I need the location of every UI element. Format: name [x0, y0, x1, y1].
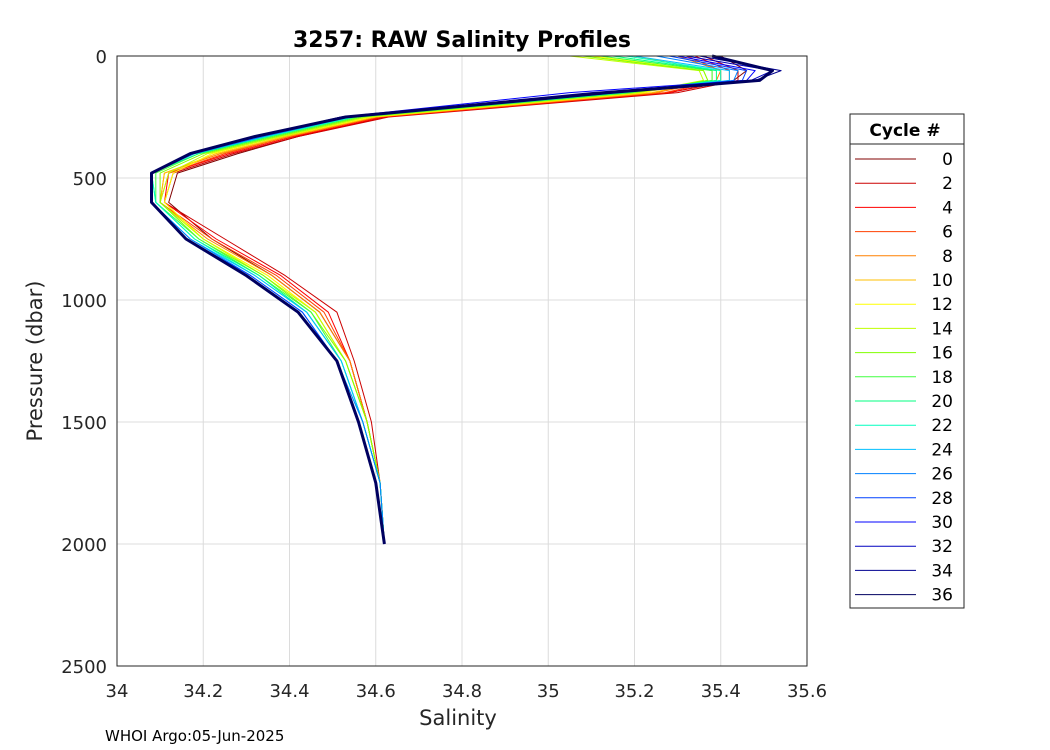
- plot-frame: [116, 55, 808, 667]
- grid-lines: [116, 55, 808, 667]
- x-tick-label: 34.4: [269, 681, 309, 702]
- legend-label-cycle-4: 4: [942, 198, 953, 218]
- legend-label-cycle-22: 22: [931, 416, 953, 436]
- y-axis-label: Pressure (dbar): [23, 281, 47, 442]
- legend-label-cycle-28: 28: [931, 489, 953, 509]
- x-tick-label: 34.6: [356, 681, 396, 702]
- series-layer: [150, 54, 782, 545]
- legend-label-cycle-36: 36: [931, 586, 953, 606]
- legend-label-cycle-0: 0: [942, 150, 953, 170]
- legend-label-cycle-18: 18: [931, 368, 953, 388]
- legend-label-cycle-16: 16: [931, 344, 953, 364]
- footer-credit: WHOI Argo:05-Jun-2025: [105, 727, 284, 745]
- legend-label-cycle-20: 20: [931, 392, 953, 412]
- x-tick-label: 35.6: [787, 681, 827, 702]
- x-tick-label: 35.2: [614, 681, 654, 702]
- series-line-cycle-36: [150, 54, 774, 545]
- legend-label-cycle-8: 8: [942, 247, 953, 267]
- legend-label-cycle-24: 24: [931, 440, 953, 460]
- y-tick-label: 500: [73, 169, 107, 190]
- legend-label-cycle-14: 14: [931, 319, 953, 339]
- y-tick-label: 2500: [61, 657, 107, 678]
- x-tick-label: 35: [537, 681, 560, 702]
- y-tick-labels: 0 500 1000 1500 2000 2500: [61, 47, 107, 678]
- legend-label-cycle-26: 26: [931, 465, 953, 485]
- y-tick-label: 1500: [61, 413, 107, 434]
- y-tick-label: 0: [96, 47, 107, 68]
- legend-box: [849, 113, 965, 609]
- y-tick-label: 1000: [61, 291, 107, 312]
- legend-label-cycle-32: 32: [931, 537, 953, 557]
- x-tick-label: 35.4: [701, 681, 741, 702]
- legend-label-cycle-2: 2: [942, 174, 953, 194]
- legend-label-cycle-34: 34: [931, 561, 953, 581]
- legend: Cycle # 02468101214161820222426283032343…: [849, 113, 965, 609]
- legend-label-cycle-10: 10: [931, 271, 953, 291]
- x-tick-label: 34.8: [442, 681, 482, 702]
- chart-title: 3257: RAW Salinity Profiles: [293, 28, 631, 53]
- x-tick-labels: 34 34.2 34.4 34.6 34.8 35 35.2 35.4 35.6: [106, 681, 827, 702]
- x-axis-label: Salinity: [419, 706, 497, 730]
- y-tick-label: 2000: [61, 535, 107, 556]
- legend-label-cycle-30: 30: [931, 513, 953, 533]
- x-tick-label: 34: [106, 681, 129, 702]
- legend-label-cycle-12: 12: [931, 295, 953, 315]
- legend-title: Cycle #: [869, 121, 940, 141]
- legend-label-cycle-6: 6: [942, 223, 953, 243]
- x-tick-label: 34.2: [183, 681, 223, 702]
